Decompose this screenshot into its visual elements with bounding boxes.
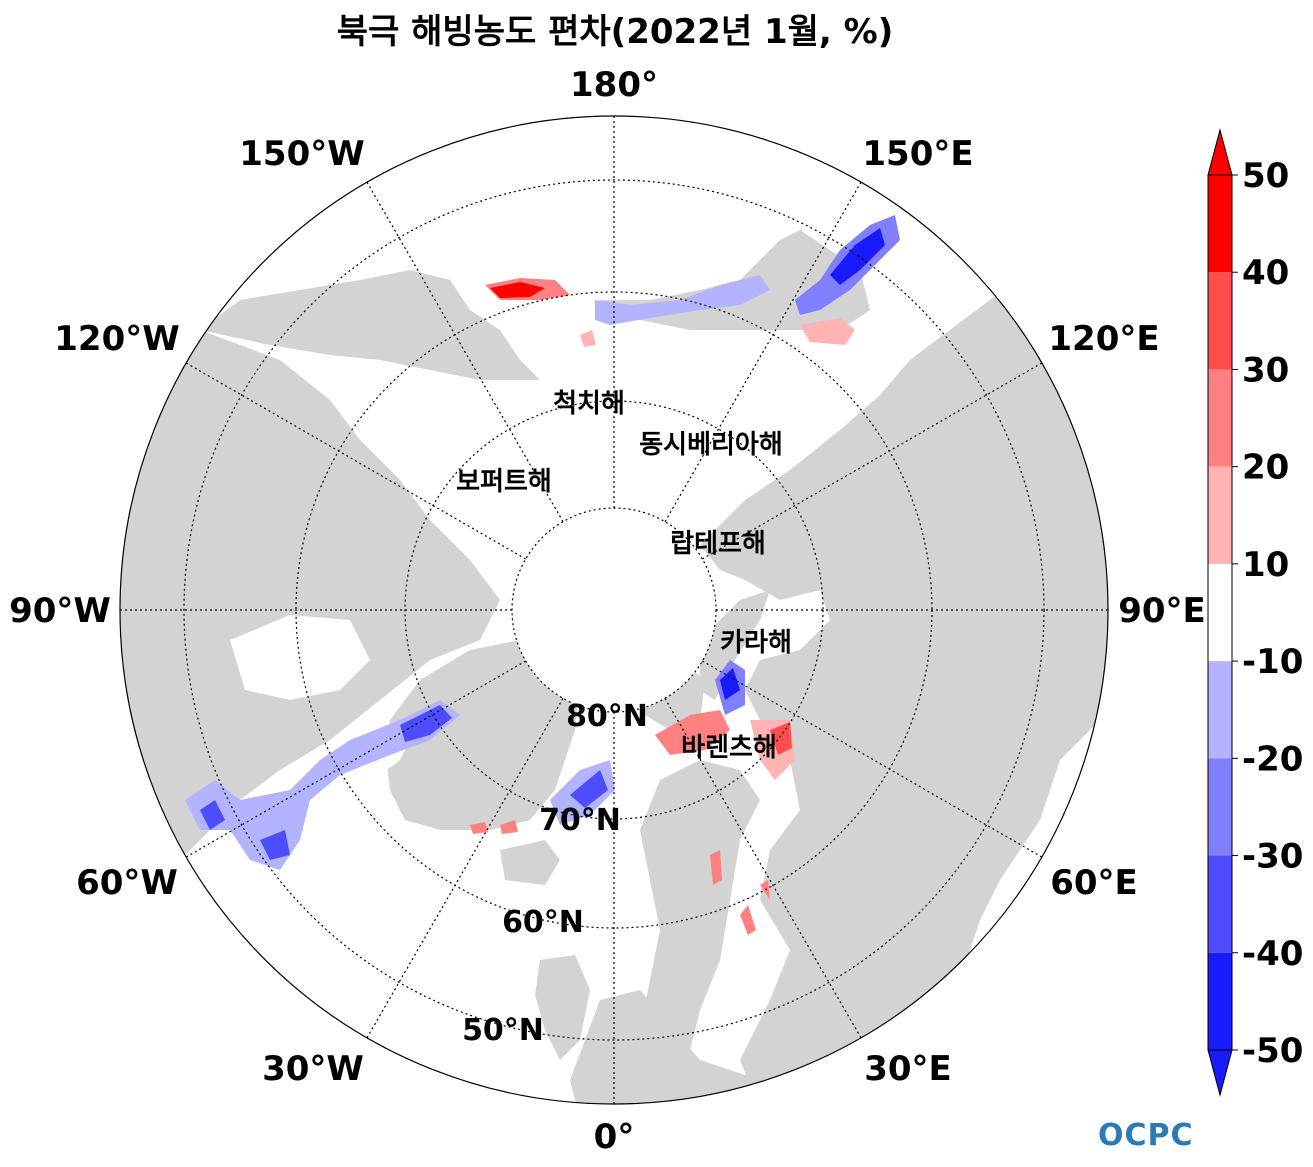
colorbar-label: -40 xyxy=(1242,934,1303,974)
colorbar-segment xyxy=(1208,563,1232,662)
colorbar-segment xyxy=(1208,466,1232,564)
anomaly-pos-baltic xyxy=(710,850,770,935)
colorbar-segment xyxy=(1208,758,1232,856)
meridian-line xyxy=(185,660,526,858)
anomaly-pos-okhotsk-south xyxy=(800,318,855,345)
anomaly-pos-bering-core xyxy=(490,282,545,298)
lat-label-80: 80°N xyxy=(566,699,648,734)
land-eurasia xyxy=(700,250,1108,1104)
land-greenland xyxy=(385,640,580,830)
latitude-labels: 80°N 70°N 60°N 50°N xyxy=(462,699,648,1048)
lon-label-60e: 60°E xyxy=(1050,863,1138,903)
anomaly-neg-kara-core xyxy=(720,668,740,700)
sea-label-barents: 바렌츠해 xyxy=(681,733,777,763)
lat-label-70: 70°N xyxy=(539,803,621,838)
sea-label-laptev: 랍테프해 xyxy=(670,529,766,559)
land-alaska xyxy=(200,270,540,380)
map-disk xyxy=(120,116,1108,1104)
land-novaya-zemlya xyxy=(700,590,770,700)
ice-anomaly-contours xyxy=(185,215,900,935)
sea-label-chukchi: 척치해 xyxy=(553,389,625,419)
colorbar-label: 10 xyxy=(1242,545,1289,585)
colorbar-segment xyxy=(1208,855,1232,953)
colorbar-segment xyxy=(1208,272,1232,370)
anomaly-pos-barents-east-core xyxy=(770,722,792,755)
lon-label-150w: 150°W xyxy=(239,134,364,174)
anomaly-pos-barents xyxy=(655,710,730,755)
colorbar-label: 50 xyxy=(1242,156,1289,196)
land-scandinavia xyxy=(640,760,760,1060)
lat-circle-50 xyxy=(183,179,1045,1041)
anomaly-pos-chukchi xyxy=(580,330,596,347)
land-iceland xyxy=(500,840,560,885)
meridian-line xyxy=(664,698,862,1039)
meridian-line xyxy=(702,362,1043,560)
sea-label-beaufort: 보퍼트해 xyxy=(456,467,552,497)
colorbar-extend-bottom xyxy=(1207,1049,1233,1097)
map-title: 북극 해빙농도 편차(2022년 1월, %) xyxy=(336,12,894,52)
sea-label-kara: 카라해 xyxy=(720,628,792,658)
land-europe xyxy=(570,990,780,1104)
anomaly-neg-labrador-core xyxy=(200,705,452,860)
colorbar-label: -50 xyxy=(1242,1031,1303,1071)
colorbar-label: -10 xyxy=(1242,642,1303,682)
meridian-line xyxy=(366,181,564,522)
colorbar-segments xyxy=(1208,175,1232,1050)
lon-label-30w: 30°W xyxy=(262,1049,364,1089)
meridian-line xyxy=(185,362,526,560)
colorbar-segment xyxy=(1208,369,1232,467)
graticule xyxy=(120,116,1108,1104)
colorbar-segment xyxy=(1208,175,1232,273)
meridian-line xyxy=(664,181,862,522)
land-british-isles xyxy=(535,955,590,1060)
anomaly-pos-iceland xyxy=(470,820,518,834)
lon-label-120w: 120°W xyxy=(54,319,179,359)
sea-labels: 척치해 동시베리아해 보퍼트해 랍테프해 카라해 바렌츠해 xyxy=(456,389,792,763)
lon-label-150e: 150°E xyxy=(862,134,973,174)
meridian-line xyxy=(366,698,564,1039)
lat-label-60: 60°N xyxy=(502,905,584,940)
anomaly-neg-labrador xyxy=(185,700,460,870)
colorbar-extend-top xyxy=(1207,128,1233,176)
colorbar-label: -20 xyxy=(1242,739,1303,779)
ocpc-logo: OCPC xyxy=(1098,1118,1194,1153)
lon-label-90w: 90°W xyxy=(9,591,111,631)
lon-label-180: 180° xyxy=(570,65,658,105)
colorbar-labels: 50 40 30 20 10 -10 -20 -30 -40 -50 xyxy=(1232,156,1303,1071)
lon-label-0: 0° xyxy=(594,1117,635,1157)
anomaly-neg-greenland-sea-core xyxy=(570,770,608,808)
colorbar-segment xyxy=(1208,952,1232,1050)
longitude-labels: 180° 150°E 120°E 90°E 60°E 30°E 0° 30°W … xyxy=(9,65,1206,1157)
lat-label-50: 50°N xyxy=(462,1013,544,1048)
meridian-line xyxy=(702,660,1043,858)
colorbar-label: -30 xyxy=(1242,837,1303,877)
colorbar-label: 20 xyxy=(1242,448,1289,488)
sea-label-east-siberian: 동시베리아해 xyxy=(639,430,783,460)
colorbar-frame xyxy=(1207,174,1233,1051)
anomaly-neg-bering-strait xyxy=(595,275,770,325)
meridians xyxy=(120,116,1108,1104)
lon-label-120e: 120°E xyxy=(1048,319,1159,359)
colorbar: 50 40 30 20 10 -10 -20 -30 -40 -50 xyxy=(1207,128,1303,1097)
colorbar-label: 40 xyxy=(1242,253,1289,293)
polar-cap xyxy=(512,508,716,712)
colorbar-segment xyxy=(1208,661,1232,759)
lon-label-60w: 60°W xyxy=(76,863,178,903)
land-north-america xyxy=(120,330,500,880)
lon-label-30e: 30°E xyxy=(864,1049,952,1089)
lon-label-90e: 90°E xyxy=(1118,591,1206,631)
colorbar-label: 30 xyxy=(1242,350,1289,390)
land-masses xyxy=(120,230,1108,1104)
map-boundary xyxy=(119,115,1109,1105)
anomaly-neg-okhotsk-core xyxy=(830,228,885,285)
